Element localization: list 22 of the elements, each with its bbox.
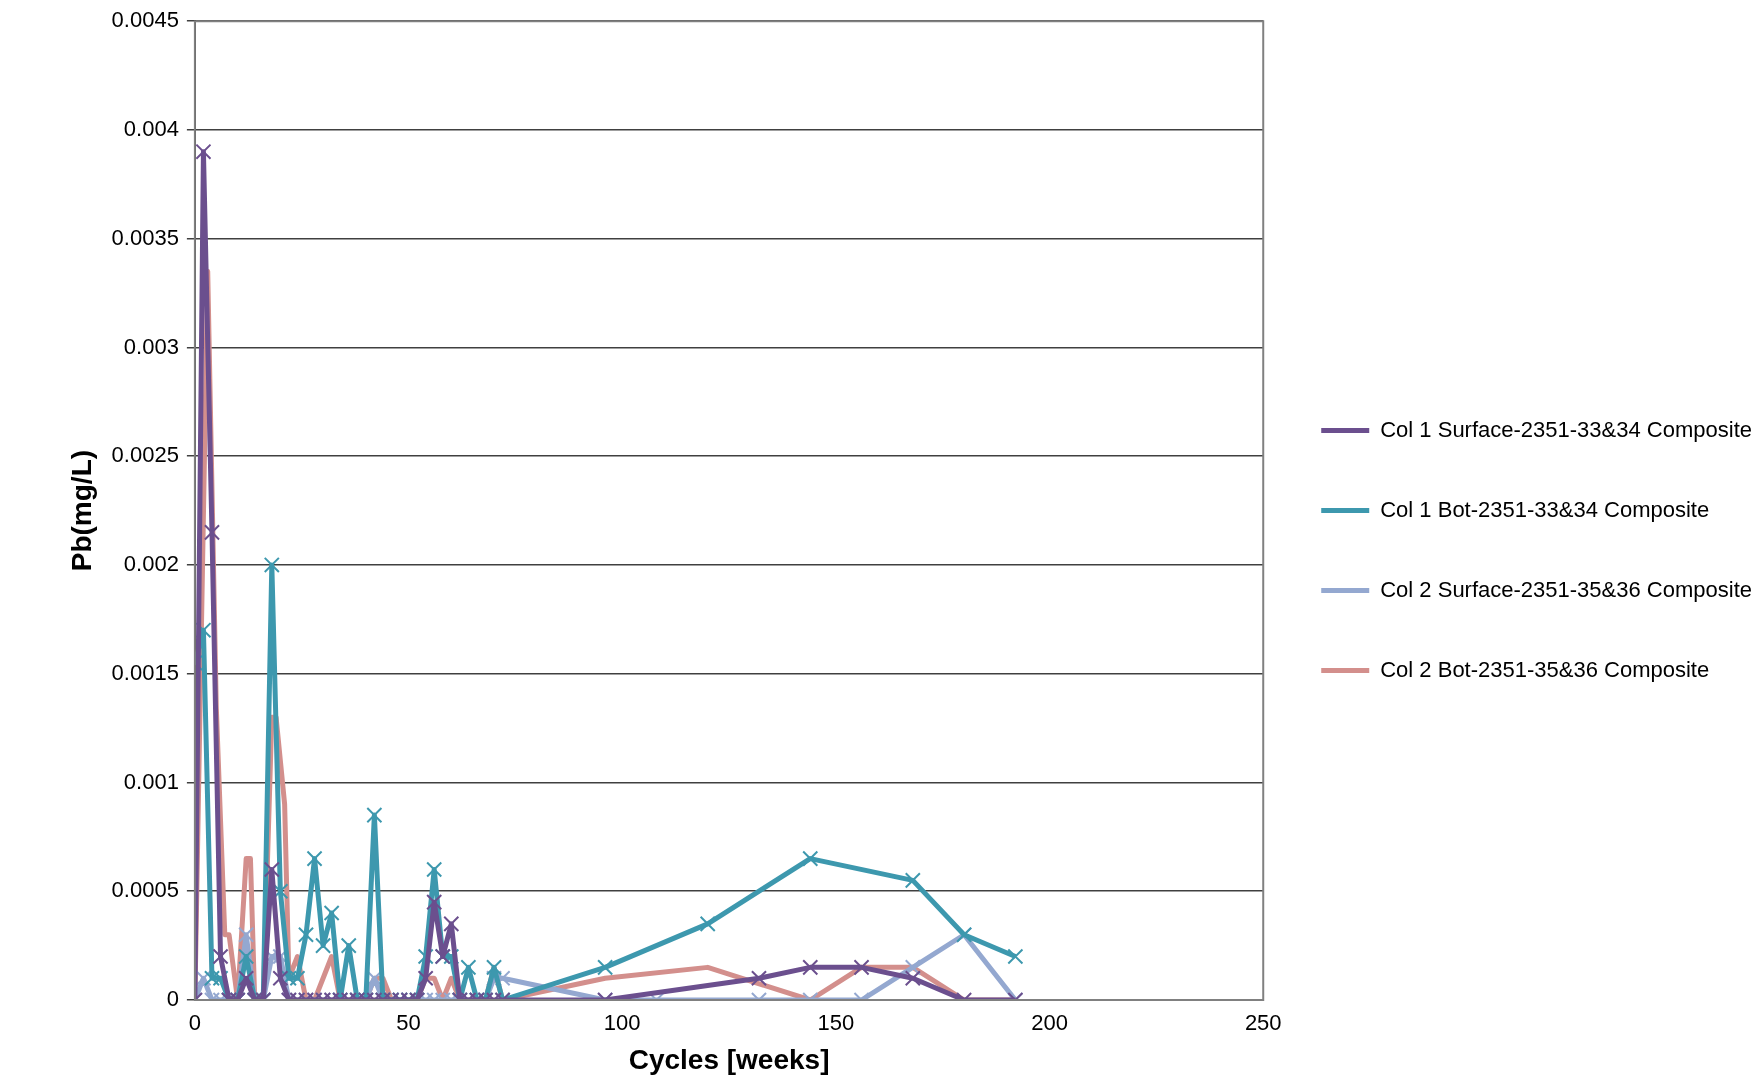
y-tick-label: 0 (166, 986, 179, 1012)
legend-label: Col 2 Surface-2351-35&36 Composite (1380, 576, 1752, 602)
y-tick-label: 0.002 (123, 551, 179, 577)
legend-label: Col 1 Surface-2351-33&34 Composite (1380, 416, 1752, 442)
y-tick-label: 0.001 (123, 768, 179, 794)
legend-label: Col 1 Bot-2351-33&34 Composite (1380, 496, 1710, 522)
x-axis-title: Cycles [weeks] (628, 1043, 830, 1075)
y-tick-label: 0.0005 (111, 877, 179, 903)
y-tick-label: 0.0015 (111, 659, 179, 685)
y-tick-label: 0.0025 (111, 442, 179, 468)
x-tick-label: 250 (1244, 1010, 1282, 1036)
x-tick-label: 150 (817, 1010, 855, 1036)
y-axis-title: Pb(mg/L) (65, 449, 97, 572)
x-tick-label: 0 (188, 1010, 202, 1036)
y-tick-label: 0.0045 (111, 7, 179, 33)
x-tick-label: 100 (603, 1010, 641, 1036)
y-tick-label: 0.0035 (111, 224, 179, 250)
y-tick-label: 0.003 (123, 333, 179, 359)
y-tick-label: 0.004 (123, 116, 179, 142)
legend-label: Col 2 Bot-2351-35&36 Composite (1380, 656, 1710, 682)
x-tick-label: 200 (1031, 1010, 1068, 1036)
x-tick-label: 50 (396, 1010, 421, 1036)
